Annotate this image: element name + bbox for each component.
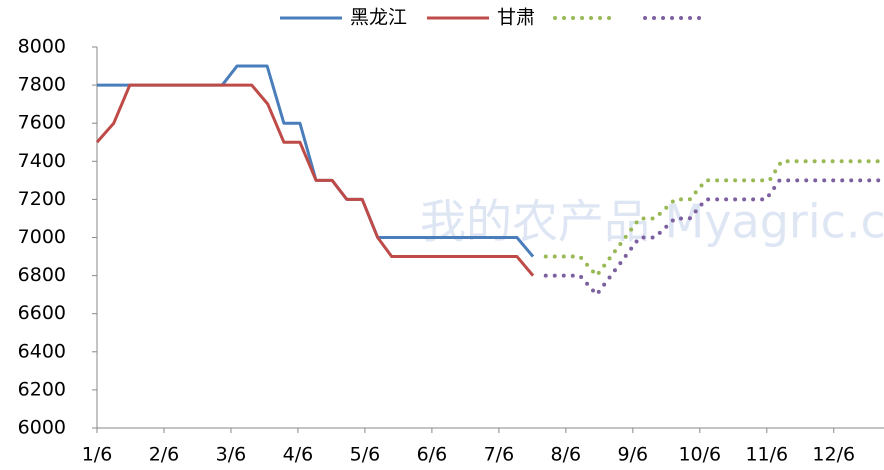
x-tick-label: 8/6 [551,444,582,466]
x-tick-label: 2/6 [149,444,180,466]
y-tick-label: 7200 [18,188,66,210]
watermark: 我的农产品 Myagric.com [420,195,884,249]
legend-label: 甘肃 [497,7,535,29]
y-tick-label: 7000 [18,226,66,248]
y-tick-label: 7400 [18,150,66,172]
x-tick-label: 12/6 [812,444,855,466]
y-tick-label: 6000 [18,417,66,439]
x-tick-label: 7/6 [484,444,515,466]
y-tick-label: 8000 [18,36,66,58]
y-tick-label: 6400 [18,340,66,362]
y-tick-label: 7600 [18,112,66,134]
legend-label: 黑龙江 [350,7,407,29]
x-tick-label: 6/6 [417,444,448,466]
x-tick-label: 9/6 [618,444,649,466]
y-tick-label: 6200 [18,378,66,400]
x-tick-label: 10/6 [678,444,721,466]
y-tick-label: 6600 [18,302,66,324]
y-tick-label: 7800 [18,74,66,96]
line-series [95,83,535,277]
x-tick-label: 1/6 [82,444,113,466]
x-tick-label: 3/6 [216,444,247,466]
x-tick-label: 4/6 [283,444,314,466]
x-tick-label: 5/6 [350,444,381,466]
y-tick-label: 6800 [18,264,66,286]
x-tick-label: 11/6 [745,444,788,466]
